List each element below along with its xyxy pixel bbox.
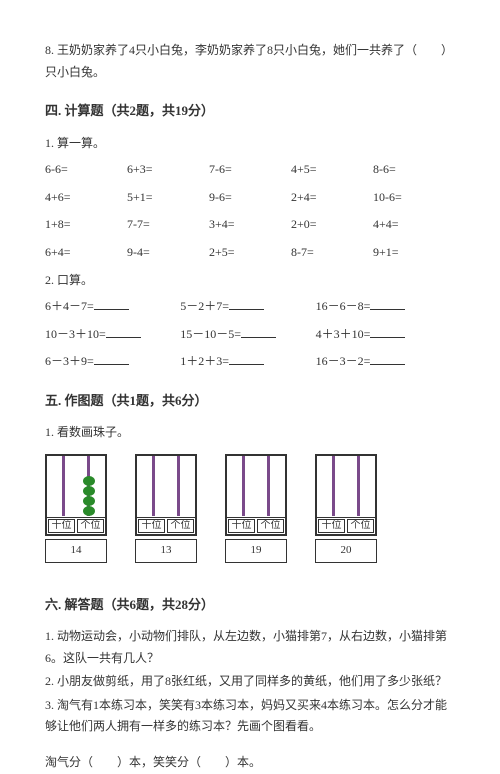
arith-cell: 9+1= xyxy=(373,242,455,264)
s4-q2-label: 2. 口算。 xyxy=(45,270,455,292)
mental-grid: 6＋4－7= 5－2＋7= 16－6－8= 10－3＋10= 15－10－5= … xyxy=(45,296,455,373)
s5-q1-label: 1. 看数画珠子。 xyxy=(45,422,455,444)
s6-q3: 3. 淘气有1本练习本，笑笑有3本练习本，妈妈又买来4本练习本。怎么分才能够让他… xyxy=(45,695,455,738)
arith-cell: 9-6= xyxy=(209,187,291,209)
arith-cell: 2+0= xyxy=(291,214,373,236)
abacus-3: 十位个位 19 xyxy=(225,454,287,563)
arith-cell: 4+4= xyxy=(373,214,455,236)
arith-cell: 7-7= xyxy=(127,214,209,236)
section-4-title: 四. 计算题（共2题，共19分） xyxy=(45,99,455,122)
abacus-1: 十位个位 14 xyxy=(45,454,107,563)
section-6-title: 六. 解答题（共6题，共28分） xyxy=(45,593,455,616)
arith-cell: 6+4= xyxy=(45,242,127,264)
question-8: 8. 王奶奶家养了4只小白兔，李奶奶家养了8只小白兔，她们一共养了（ ）只小白兔… xyxy=(45,40,455,83)
arith-cell: 9-4= xyxy=(127,242,209,264)
mental-cell: 6＋4－7= xyxy=(45,296,180,318)
arith-cell: 7-6= xyxy=(209,159,291,181)
arith-cell: 2+5= xyxy=(209,242,291,264)
mental-cell: 5－2＋7= xyxy=(180,296,315,318)
mental-cell: 16－6－8= xyxy=(316,296,451,318)
arith-cell: 2+4= xyxy=(291,187,373,209)
arith-cell: 8-7= xyxy=(291,242,373,264)
s6-q2: 2. 小朋友做剪纸，用了8张红纸，又用了同样多的黄纸，他们用了多少张纸？ xyxy=(45,671,455,693)
abacus-number: 20 xyxy=(315,539,377,563)
arith-cell: 6+3= xyxy=(127,159,209,181)
mental-cell: 16－3－2= xyxy=(316,351,451,373)
abacus-number: 14 xyxy=(45,539,107,563)
section-5-title: 五. 作图题（共1题，共6分） xyxy=(45,389,455,412)
arith-cell: 6-6= xyxy=(45,159,127,181)
s6-q1: 1. 动物运动会，小动物们排队，从左边数，小猫排第7，从右边数，小猫排第6。这队… xyxy=(45,626,455,669)
arith-cell: 10-6= xyxy=(373,187,455,209)
arithmetic-grid: 6-6= 6+3= 7-6= 4+5= 8-6= 4+6= 5+1= 9-6= … xyxy=(45,159,455,263)
mental-cell: 6－3＋9= xyxy=(45,351,180,373)
mental-cell: 4＋3＋10= xyxy=(316,324,451,346)
s6-taoqi: 淘气分（ ）本，笑笑分（ ）本。 xyxy=(45,752,455,774)
mental-cell: 15－10－5= xyxy=(180,324,315,346)
arith-cell: 1+8= xyxy=(45,214,127,236)
abacus-2: 十位个位 13 xyxy=(135,454,197,563)
s4-q1-label: 1. 算一算。 xyxy=(45,133,455,155)
arith-cell: 4+5= xyxy=(291,159,373,181)
arith-cell: 4+6= xyxy=(45,187,127,209)
mental-cell: 10－3＋10= xyxy=(45,324,180,346)
arith-cell: 5+1= xyxy=(127,187,209,209)
abacus-4: 十位个位 20 xyxy=(315,454,377,563)
abacus-number: 19 xyxy=(225,539,287,563)
abacus-number: 13 xyxy=(135,539,197,563)
mental-cell: 1＋2＋3= xyxy=(180,351,315,373)
arith-cell: 8-6= xyxy=(373,159,455,181)
arith-cell: 3+4= xyxy=(209,214,291,236)
abacus-row: 十位个位 14 十位个位 13 十位个位 19 十位个位 20 xyxy=(45,454,455,563)
